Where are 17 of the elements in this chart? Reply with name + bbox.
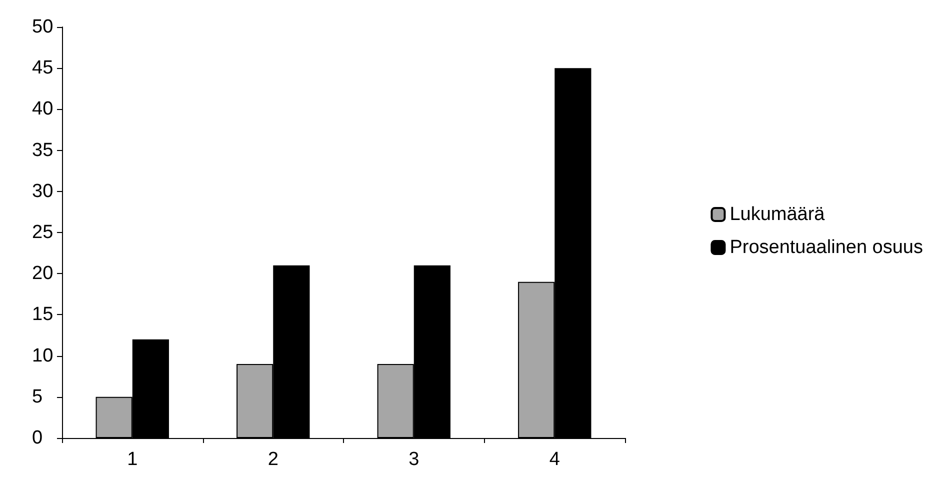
x-tick-label: 3 <box>408 449 420 470</box>
y-tick-label: 25 <box>32 222 54 243</box>
y-tick-label: 10 <box>32 345 54 366</box>
y-tick-label: 40 <box>32 98 54 120</box>
legend-label: Prosentuaalinen osuus <box>730 237 924 258</box>
y-tick-label: 50 <box>32 16 54 38</box>
y-tick-label: 20 <box>32 263 54 284</box>
y-tick-label: 0 <box>32 428 43 448</box>
y-tick-label: 15 <box>32 304 54 326</box>
x-tick-label: 1 <box>127 449 138 470</box>
y-tick-label: 45 <box>32 58 54 79</box>
x-tick-label: 2 <box>268 449 278 470</box>
legend-label: Lukumäärä <box>730 204 826 225</box>
y-tick-label: 5 <box>32 386 43 408</box>
x-tick-label: 4 <box>549 449 560 470</box>
y-tick-label: 35 <box>32 140 54 161</box>
y-tick-label: 30 <box>32 180 54 202</box>
